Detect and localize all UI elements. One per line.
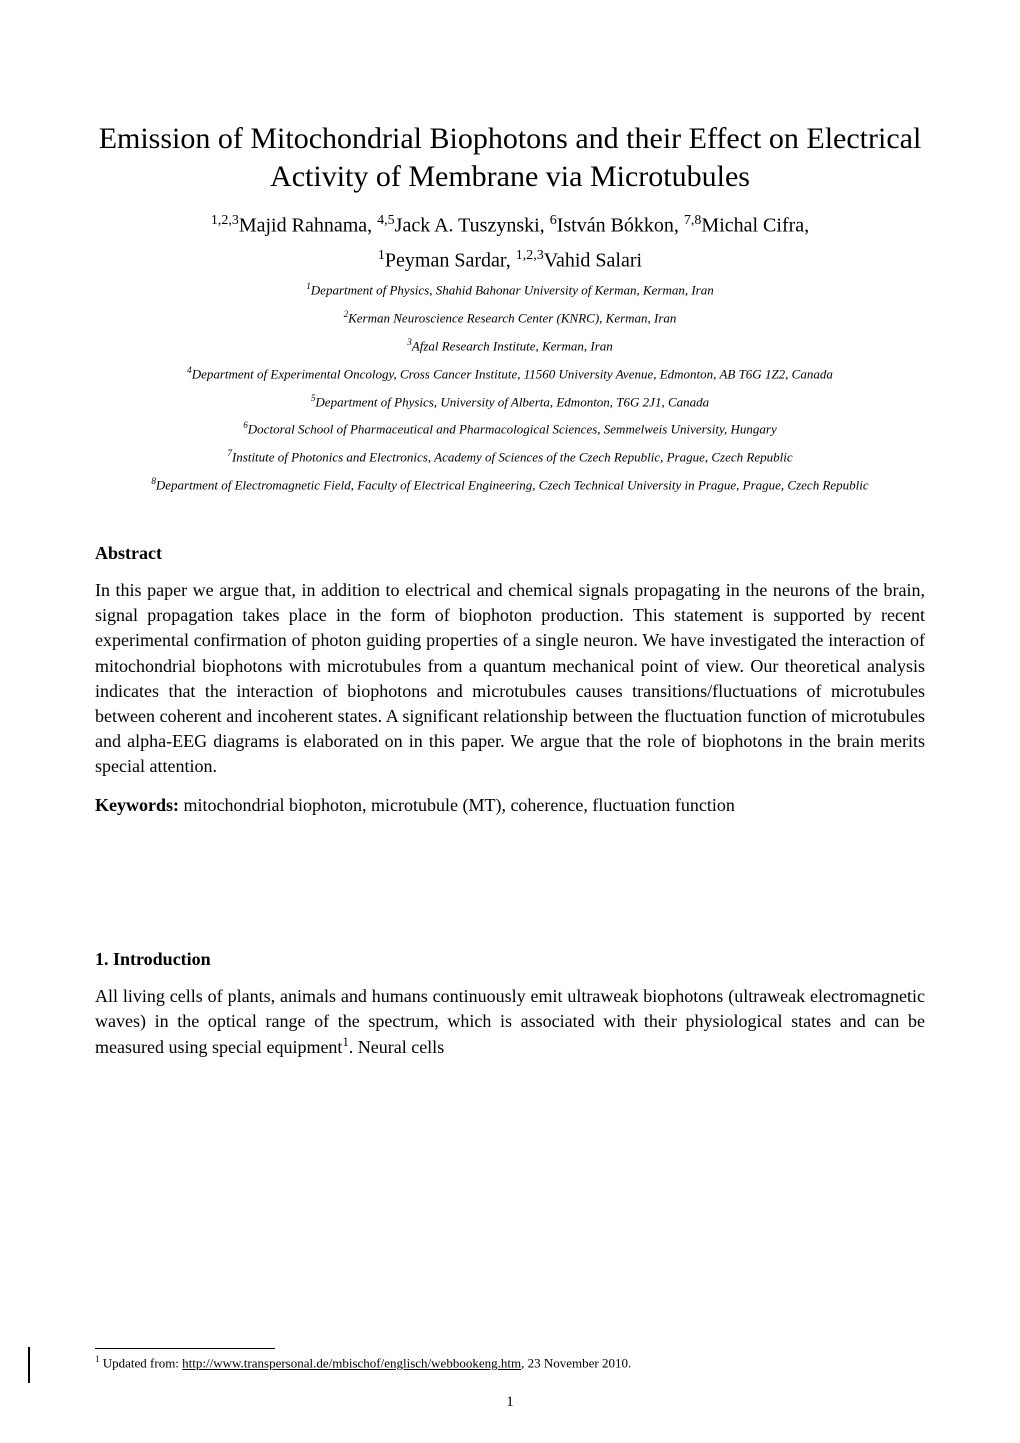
footnote-link: http://www.transpersonal.de/mbischof/eng… xyxy=(182,1356,521,1371)
affiliation-line: 3Afzal Research Institute, Kerman, Iran xyxy=(95,336,925,356)
page-number: 1 xyxy=(0,1394,1020,1411)
affiliation-line: 6Doctoral School of Pharmaceutical and P… xyxy=(95,419,925,439)
authors-line-2: 1Peyman Sardar, 1,2,3Vahid Salari xyxy=(95,246,925,275)
authors-line-1: 1,2,3Majid Rahnama, 4,5Jack A. Tuszynski… xyxy=(95,211,925,240)
intro-text: All living cells of plants, animals and … xyxy=(95,984,925,1061)
keywords-line: Keywords: mitochondrial biophoton, micro… xyxy=(95,793,925,818)
keywords-text: mitochondrial biophoton, microtubule (MT… xyxy=(179,795,735,815)
affiliation-line: 7Institute of Photonics and Electronics,… xyxy=(95,447,925,467)
paper-title: Emission of Mitochondrial Biophotons and… xyxy=(95,120,925,195)
footnote-area: 1 Updated from: http://www.transpersonal… xyxy=(95,1344,925,1373)
affiliation-line: 1Department of Physics, Shahid Bahonar U… xyxy=(95,280,925,300)
footnote-suffix: , 23 November 2010. xyxy=(521,1356,631,1371)
footnote-separator xyxy=(95,1348,275,1349)
affiliation-line: 4Department of Experimental Oncology, Cr… xyxy=(95,364,925,384)
revision-bar-icon xyxy=(28,1347,30,1383)
affiliations-block: 1Department of Physics, Shahid Bahonar U… xyxy=(95,280,925,495)
affiliation-line: 5Department of Physics, University of Al… xyxy=(95,392,925,412)
affiliation-line: 2Kerman Neuroscience Research Center (KN… xyxy=(95,308,925,328)
footnote-text: 1 Updated from: http://www.transpersonal… xyxy=(95,1353,925,1373)
abstract-text: In this paper we argue that, in addition… xyxy=(95,578,925,780)
abstract-heading: Abstract xyxy=(95,543,925,564)
intro-heading: 1. Introduction xyxy=(95,949,925,970)
affiliation-line: 8Department of Electromagnetic Field, Fa… xyxy=(95,475,925,495)
footnote-prefix: Updated from: xyxy=(100,1356,183,1371)
keywords-label: Keywords: xyxy=(95,795,179,815)
